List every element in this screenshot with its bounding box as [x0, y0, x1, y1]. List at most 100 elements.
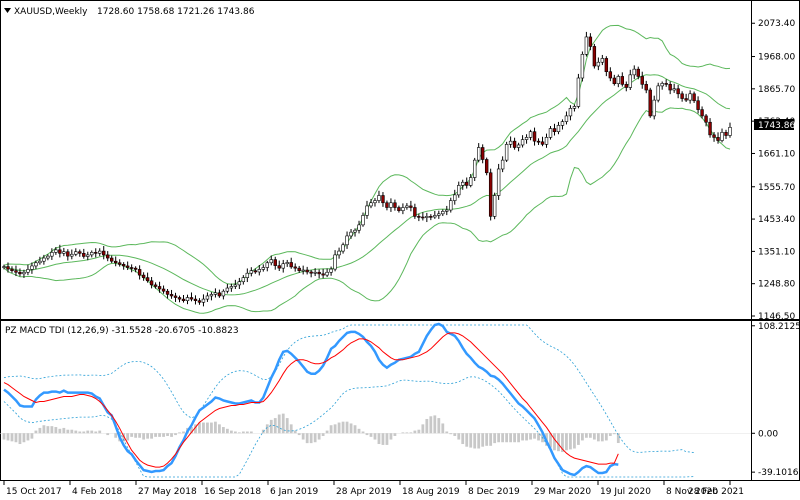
candle-body	[229, 286, 234, 289]
macd-histogram-bar	[529, 433, 532, 440]
macd-histogram-bar	[313, 433, 317, 443]
macd-histogram-bar	[249, 431, 253, 434]
candle-body	[361, 215, 365, 226]
macd-histogram-bar	[277, 414, 281, 434]
macd-histogram-bar	[533, 433, 536, 439]
macd-histogram-bar	[317, 433, 321, 440]
candle-body	[616, 76, 621, 84]
price-tick-label: 1968.00	[758, 53, 795, 63]
candle-body	[82, 253, 86, 257]
candle-body	[98, 250, 102, 254]
band-upper-line	[3, 24, 731, 285]
candle-body	[117, 262, 122, 265]
candle-body	[500, 159, 505, 170]
macd-histogram-bar	[174, 433, 177, 436]
macd-histogram-bar	[445, 431, 449, 434]
macd-histogram-bar	[333, 424, 337, 434]
candle-body	[249, 270, 254, 274]
candle-body	[692, 93, 696, 102]
candle-body	[265, 262, 269, 268]
macd-histogram-bar	[596, 433, 600, 442]
current-price-label: 1743.86	[758, 121, 795, 131]
candle-body	[169, 294, 174, 297]
candle-body	[556, 125, 561, 133]
candle-body	[313, 271, 317, 274]
candle-body	[632, 68, 636, 76]
macd-histogram-bar	[584, 433, 588, 438]
macd-histogram-bar	[58, 428, 62, 434]
price-tick-label: 1555.70	[758, 183, 795, 193]
indicator-title: PZ MACD TDI (12,26,9) -31.5528 -20.6705 …	[5, 326, 239, 336]
macd-histogram-bar	[273, 418, 277, 434]
candle-body	[113, 260, 118, 264]
candle-body	[656, 85, 660, 101]
candle-body	[680, 93, 684, 99]
candle-body	[461, 181, 465, 186]
candle-body	[341, 244, 345, 252]
candle-body	[716, 137, 720, 141]
candle-body	[121, 264, 126, 267]
macd-histogram-bar	[122, 433, 126, 442]
indicator-pane-frame	[0, 320, 800, 481]
candle-body	[393, 202, 397, 208]
axis-ticks: 2073.401968.001865.701763.401661.101555.…	[3, 19, 800, 497]
macd-histogram-bar	[62, 427, 66, 434]
candle-body	[712, 134, 716, 138]
candle-body	[445, 209, 449, 212]
candle-body	[373, 200, 377, 204]
macd-histogram-bar	[221, 427, 225, 434]
candle-body	[640, 76, 644, 85]
candle-body	[6, 266, 10, 270]
candle-body	[325, 271, 329, 276]
macd-histogram-bar	[225, 428, 229, 434]
macd-histogram-bar	[126, 433, 130, 441]
macd-histogram-bar	[469, 433, 473, 448]
macd-histogram-bar	[381, 433, 385, 445]
candle-body	[197, 300, 202, 303]
candle-body	[177, 297, 182, 300]
macd-histogram-bar	[393, 433, 397, 436]
date-tick-label: 27 May 2018	[138, 487, 197, 497]
candle-body	[261, 267, 265, 270]
candle-body	[588, 36, 593, 47]
macd-histogram-bar	[377, 433, 381, 445]
macd-histogram-bar	[369, 433, 373, 437]
candlestick-series	[2, 31, 732, 307]
candle-body	[145, 277, 150, 282]
macd-histogram-bar	[481, 433, 485, 447]
candle-body	[425, 216, 429, 218]
candle-body	[173, 295, 178, 298]
candle-body	[688, 93, 692, 101]
date-tick-label: 19 Jul 2020	[600, 487, 651, 497]
macd-histogram-bar	[353, 425, 357, 434]
macd-histogram-bar	[573, 433, 576, 449]
candle-body	[636, 68, 640, 77]
chevron-down-icon[interactable]	[4, 8, 11, 13]
candle-body	[30, 265, 34, 270]
candle-body	[584, 36, 589, 55]
macd-histogram-bar	[477, 433, 481, 449]
candle-body	[572, 106, 577, 109]
candle-body	[508, 140, 513, 145]
macd-histogram-bar	[549, 433, 552, 448]
macd-histogram-bar	[449, 433, 453, 435]
macd-histogram-bar	[237, 432, 241, 434]
candle-body	[696, 100, 700, 110]
candle-body	[700, 109, 704, 117]
candle-body	[628, 74, 632, 88]
candle-body	[185, 297, 190, 301]
candle-body	[429, 216, 433, 218]
candle-body	[704, 115, 708, 123]
macd-histogram-bar	[70, 429, 74, 434]
candle-body	[14, 270, 18, 273]
macd-histogram-bar	[241, 431, 245, 434]
candle-body	[684, 98, 688, 101]
macd-histogram-bar	[608, 433, 612, 436]
candle-body	[133, 267, 138, 270]
candle-body	[648, 89, 652, 117]
candle-body	[221, 290, 226, 297]
candle-body	[209, 294, 214, 297]
candle-body	[317, 271, 321, 275]
band-lower-line	[3, 107, 731, 314]
candle-body	[125, 265, 130, 268]
